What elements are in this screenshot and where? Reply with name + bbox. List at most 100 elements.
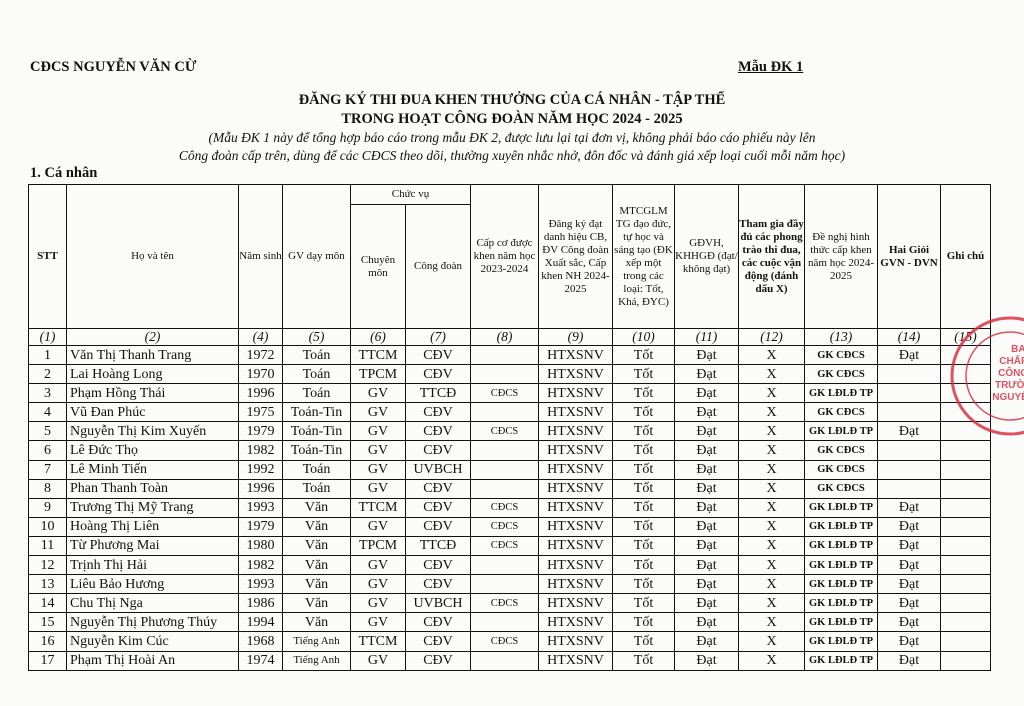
cell-stt: 14 [28,593,67,614]
table-row: 4 Vũ Đan Phúc 1975 Toán-Tin GV CĐV HTXSNV Tốt Đạ… [28,402,991,423]
column-number: (12) [738,328,805,346]
cell-professional-position: GV [350,516,406,537]
cell-participation-mark: X [738,497,805,518]
cell-professional-position: GV [350,555,406,576]
cell-family-status: Đạt [674,631,739,652]
cell-family-status: Đạt [674,593,739,614]
cell-proposed-award: GK LĐLĐ TP [804,612,878,633]
cell-prev-award [470,459,539,480]
cell-ethics-rating: Tốt [612,478,675,499]
cell-union-position: UVBCH [405,459,471,480]
table-row: 10 Hoàng Thị Liên 1979 Văn GV CĐV CĐCS HTXSNV Tố… [28,516,991,537]
cell-prev-award [470,402,539,423]
cell-title-registration: HTXSNV [538,421,613,442]
cell-notes [940,516,991,537]
cell-union-position: CĐV [405,421,471,442]
cell-title-registration: HTXSNV [538,402,613,423]
cell-ethics-rating: Tốt [612,459,675,480]
cell-notes [940,650,991,671]
column-number: (11) [674,328,739,346]
cell-participation-mark: X [738,593,805,614]
cell-two-good [877,402,941,423]
cell-participation-mark: X [738,478,805,499]
cell-participation-mark: X [738,383,805,404]
column-number: (2) [66,328,239,346]
cell-proposed-award: GK CĐCS [804,364,878,385]
cell-union-position: UVBCH [405,593,471,614]
cell-stt: 17 [28,650,67,671]
cell-name: Văn Thị Thanh Trang [66,344,239,366]
cell-subject: Văn [282,612,351,633]
cell-prev-award [470,478,539,499]
cell-union-position: CĐV [405,344,471,366]
cell-prev-award [470,650,539,671]
cell-birth-year: 1968 [238,631,283,652]
cell-union-position: TTCĐ [405,383,471,404]
cell-title-registration: HTXSNV [538,440,613,461]
cell-birth-year: 1972 [238,344,283,366]
cell-subject: Văn [282,497,351,518]
cell-family-status: Đạt [674,459,739,480]
cell-prev-award: CĐCS [470,631,539,652]
form-code: Mẫu ĐK 1 [738,59,804,75]
cell-family-status: Đạt [674,516,739,537]
cell-family-status: Đạt [674,364,739,385]
cell-title-registration: HTXSNV [538,555,613,576]
cell-name: Nguyễn Thị Kim Xuyến [66,421,239,442]
table-row: 15 Nguyễn Thị Phương Thúy 1994 Văn GV CĐV HTXS… [28,612,991,633]
cell-family-status: Đạt [674,421,739,442]
cell-ethics-rating: Tốt [612,631,675,652]
table-row: 6 Lê Đức Thọ 1982 Toán-Tin GV CĐV HTXSNV Tốt Đạt… [28,440,991,461]
col-header-proposed-award: Đề nghị hình thức cấp khen năm học 2024-… [804,184,878,329]
cell-ethics-rating: Tốt [612,497,675,518]
cell-family-status: Đạt [674,650,739,671]
cell-professional-position: GV [350,459,406,480]
cell-name: Hoàng Thị Liên [66,516,239,537]
cell-family-status: Đạt [674,497,739,518]
cell-stt: 16 [28,631,67,652]
col-header-ethics: MTCGLM TG đạo đức, tự học và sáng tạo (Đ… [612,184,675,329]
cell-family-status: Đạt [674,535,739,557]
table-row: 17 Phạm Thị Hoài An 1974 Tiếng Anh GV CĐV HTXS… [28,650,991,671]
cell-proposed-award: GK CĐCS [804,402,878,423]
cell-stt: 11 [28,535,67,557]
cell-family-status: Đạt [674,478,739,499]
cell-professional-position: TPCM [350,535,406,557]
table-row: 5 Nguyễn Thị Kim Xuyến 1979 Toán-Tin GV CĐV CĐ… [28,421,991,442]
cell-prev-award: CĐCS [470,593,539,614]
cell-professional-position: GV [350,650,406,671]
cell-name: Trương Thị Mỹ Trang [66,497,239,518]
column-number: (8) [470,328,539,346]
cell-family-status: Đạt [674,612,739,633]
cell-title-registration: HTXSNV [538,364,613,385]
svg-text:BANCHẤP HÀCÔNG ĐOTRƯỜNG TNGUYỄ: BANCHẤP HÀCÔNG ĐOTRƯỜNG TNGUYỄN VĂ [992,344,1024,403]
cell-title-registration: HTXSNV [538,535,613,557]
cell-ethics-rating: Tốt [612,383,675,404]
table-row: 12 Trịnh Thị Hải 1982 Văn GV CĐV HTXSNV Tốt Đạt X… [28,555,991,576]
stamp-line: CHẤP HÀ [999,354,1024,367]
cell-title-registration: HTXSNV [538,612,613,633]
cell-union-position: CĐV [405,574,471,595]
cell-ethics-rating: Tốt [612,421,675,442]
cell-birth-year: 1986 [238,593,283,614]
cell-professional-position: GV [350,612,406,633]
cell-professional-position: GV [350,421,406,442]
cell-name: Nguyễn Kim Cúc [66,631,239,652]
cell-two-good: Đạt [877,516,941,537]
table-row: 14 Chu Thị Nga 1986 Văn GV UVBCH CĐCS HTXSNV Tốt… [28,593,991,614]
cell-professional-position: GV [350,478,406,499]
cell-two-good: Đạt [877,497,941,518]
col-header-notes: Ghi chú [940,184,991,329]
col-group-position: Chức vụ [350,184,471,205]
cell-participation-mark: X [738,612,805,633]
cell-birth-year: 1994 [238,612,283,633]
cell-birth-year: 1993 [238,497,283,518]
cell-professional-position: TTCM [350,497,406,518]
cell-proposed-award: GK LĐLĐ TP [804,421,878,442]
cell-stt: 7 [28,459,67,480]
cell-professional-position: TPCM [350,364,406,385]
cell-notes [940,593,991,614]
cell-subject: Toán [282,364,351,385]
cell-two-good [877,478,941,499]
cell-participation-mark: X [738,535,805,557]
